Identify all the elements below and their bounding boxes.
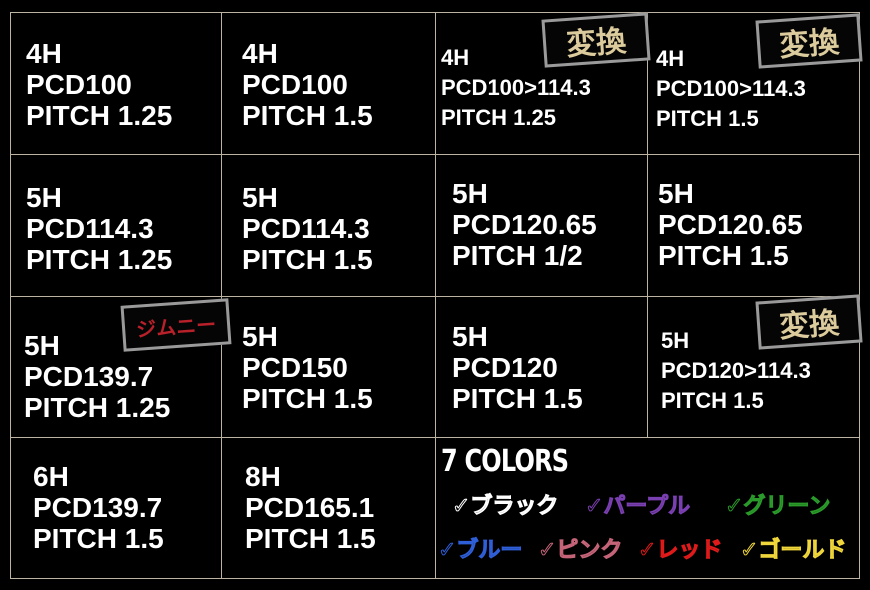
color-pink: ✓ピンク <box>537 538 623 564</box>
color-green: ✓グリーン <box>724 494 831 520</box>
spec-text: 4H PCD100 PITCH 1.25 <box>26 38 173 131</box>
spec-text: 5H PCD114.3 PITCH 1.25 <box>26 182 173 275</box>
spec-text: 6H PCD139.7 PITCH 1.5 <box>33 461 164 554</box>
spec-text: 5H PCD120>114.3 PITCH 1.5 <box>661 328 811 413</box>
spec-text: 4H PCD100 PITCH 1.5 <box>242 38 373 131</box>
jimny-badge: ジムニー <box>120 298 232 352</box>
convert-badge: 変換 <box>541 12 651 68</box>
spec-text: 8H PCD165.1 PITCH 1.5 <box>245 461 376 554</box>
colors-title: 7 COLORS <box>441 444 569 479</box>
color-gold: ✓ゴールド <box>739 538 847 564</box>
convert-badge: 変換 <box>755 13 863 69</box>
spec-text: 5H PCD120.65 PITCH 1/2 <box>452 178 597 271</box>
color-purple: ✓パープル <box>584 494 691 520</box>
spec-text: 5H PCD150 PITCH 1.5 <box>242 321 373 414</box>
color-red: ✓レッド <box>637 538 723 564</box>
color-black: ✓ブラック <box>451 494 559 520</box>
spec-text: 4H PCD100>114.3 PITCH 1.25 <box>441 45 591 130</box>
spec-text: 5H PCD139.7 PITCH 1.25 <box>24 330 171 423</box>
color-blue: ✓ブルー <box>437 538 523 564</box>
spec-text: 5H PCD120 PITCH 1.5 <box>452 321 583 414</box>
spec-text: 4H PCD100>114.3 PITCH 1.5 <box>656 46 806 131</box>
colors-cell <box>435 437 860 579</box>
spec-text: 5H PCD114.3 PITCH 1.5 <box>242 182 373 275</box>
spec-text: 5H PCD120.65 PITCH 1.5 <box>658 178 803 271</box>
convert-badge: 変換 <box>755 294 863 350</box>
